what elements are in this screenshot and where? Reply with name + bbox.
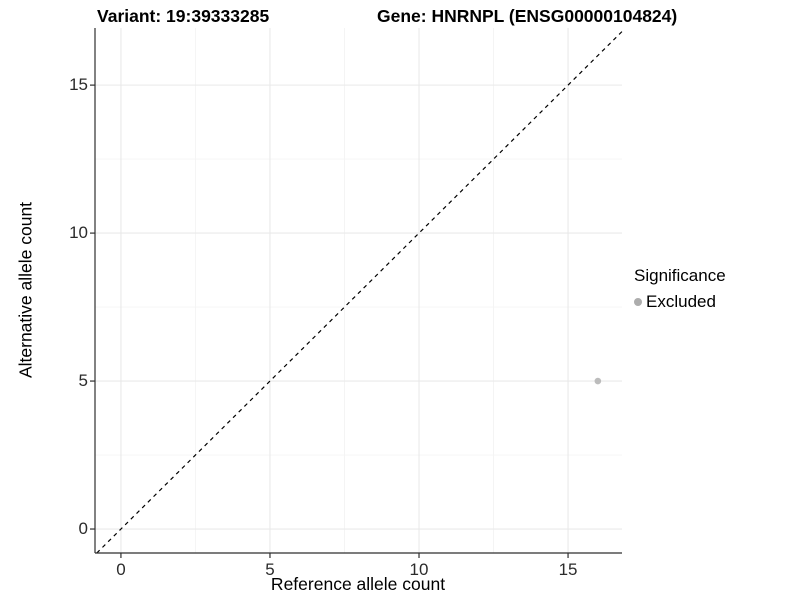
data-point bbox=[594, 377, 602, 385]
legend-title: Significance bbox=[634, 266, 726, 285]
y-tick-label: 5 bbox=[78, 371, 88, 391]
y-axis-title: Alternative allele count bbox=[15, 201, 36, 379]
x-tick-label: 15 bbox=[558, 560, 578, 579]
x-tick-label: 10 bbox=[409, 560, 429, 579]
y-tick-label: 0 bbox=[78, 519, 88, 539]
legend-entry-label: Excluded bbox=[646, 292, 716, 311]
variant-title: Variant: 19:39333285 bbox=[97, 6, 270, 26]
y-tick-label: 10 bbox=[69, 223, 88, 243]
gene-title: Gene: HNRNPL (ENSG00000104824) bbox=[377, 6, 678, 26]
identity-line bbox=[96, 31, 623, 554]
x-tick-label: 0 bbox=[116, 560, 126, 579]
x-tick-label: 5 bbox=[265, 560, 275, 579]
excluded-point-icon bbox=[634, 298, 642, 306]
legend: Significance Excluded bbox=[634, 266, 726, 312]
legend-entry: Excluded bbox=[634, 292, 726, 312]
y-tick-label: 15 bbox=[69, 75, 88, 95]
x-axis-title: Reference allele count bbox=[270, 574, 446, 594]
